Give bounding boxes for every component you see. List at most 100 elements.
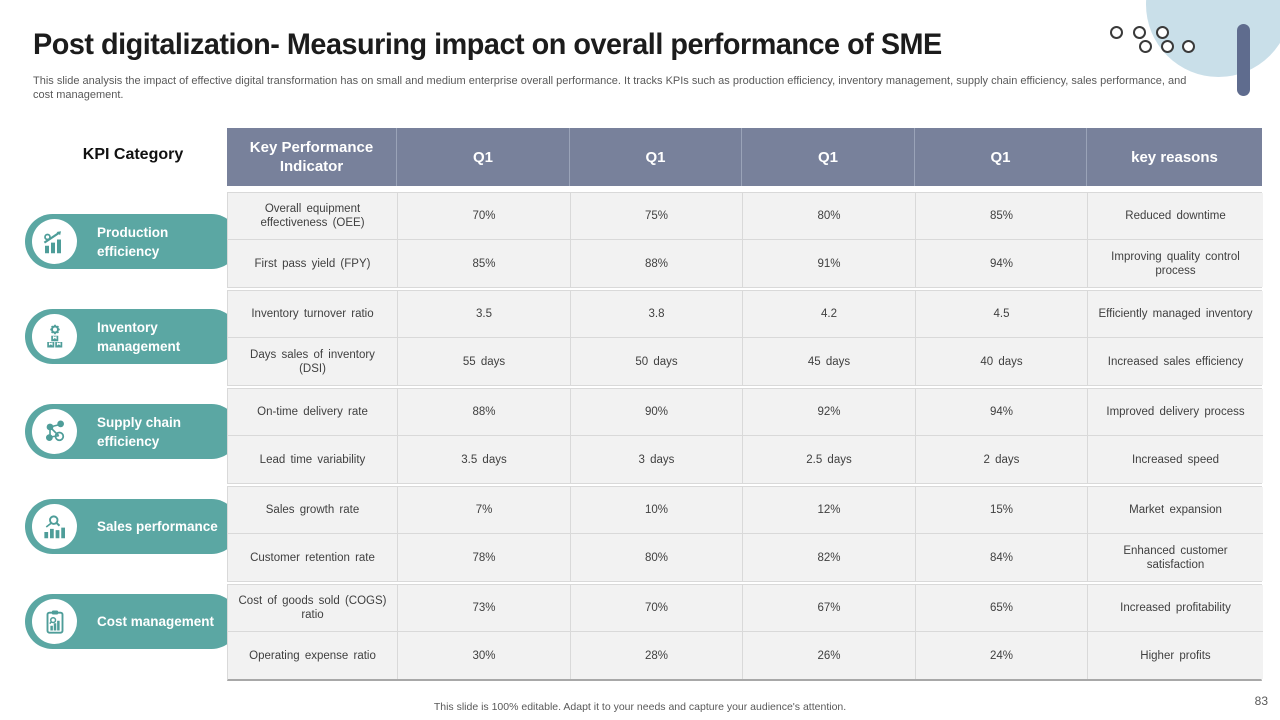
value-cell: 45 days xyxy=(743,338,916,385)
reason-cell: Enhanced customer satisfaction xyxy=(1088,534,1263,581)
page-number: 83 xyxy=(1254,694,1268,708)
value-cell: 94% xyxy=(916,240,1088,287)
value-cell: 50 days xyxy=(571,338,743,385)
column-header: Q1 xyxy=(397,128,570,186)
reason-cell: Higher profits xyxy=(1088,632,1263,679)
category-label: Sales performance xyxy=(97,519,218,534)
category-pill-sales-performance: Sales performance xyxy=(25,499,239,554)
value-cell: 30% xyxy=(398,632,571,679)
table-group-supply-chain-efficiency: On-time delivery rate 88% 90% 92% 94% Im… xyxy=(227,388,1263,484)
category-label: Cost management xyxy=(97,614,215,629)
decorative-dot xyxy=(1110,26,1123,39)
value-cell: 55 days xyxy=(398,338,571,385)
value-cell: 3.8 xyxy=(571,291,743,338)
value-cell: 3 days xyxy=(571,436,743,483)
reason-cell: Increased sales efficiency xyxy=(1088,338,1263,385)
value-cell: 82% xyxy=(743,534,916,581)
value-cell: 3.5 days xyxy=(398,436,571,483)
kpi-indicator-cell: Sales growth rate xyxy=(228,487,398,534)
value-cell: 90% xyxy=(571,389,743,436)
category-pill-cost-management: Cost management xyxy=(25,594,239,649)
kpi-indicator-cell: Inventory turnover ratio xyxy=(228,291,398,338)
value-cell: 24% xyxy=(916,632,1088,679)
value-cell: 40 days xyxy=(916,338,1088,385)
value-cell: 94% xyxy=(916,389,1088,436)
kpi-indicator-cell: Customer retention rate xyxy=(228,534,398,581)
category-label: Inventory management xyxy=(97,319,181,354)
value-cell: 26% xyxy=(743,632,916,679)
kpi-indicator-cell: First pass yield (FPY) xyxy=(228,240,398,287)
value-cell: 10% xyxy=(571,487,743,534)
clipboard-chart-icon xyxy=(32,599,77,644)
value-cell: 2.5 days xyxy=(743,436,916,483)
value-cell: 65% xyxy=(916,585,1088,632)
kpi-indicator-cell: Lead time variability xyxy=(228,436,398,483)
value-cell: 91% xyxy=(743,240,916,287)
value-cell: 73% xyxy=(398,585,571,632)
category-pill-production-efficiency: Production efficiency xyxy=(25,214,239,269)
decorative-bar xyxy=(1237,24,1250,96)
kpi-indicator-cell: Operating expense ratio xyxy=(228,632,398,679)
table-group-cost-management: Cost of goods sold (COGS) ratio 73% 70% … xyxy=(227,584,1263,681)
decorative-dot xyxy=(1156,26,1169,39)
growth-chart-icon xyxy=(32,219,77,264)
column-header: key reasons xyxy=(1131,148,1218,166)
value-cell: 2 days xyxy=(916,436,1088,483)
kpi-indicator-cell: Overall equipment effectiveness (OEE) xyxy=(228,193,398,240)
kpi-indicator-cell: On-time delivery rate xyxy=(228,389,398,436)
table-group-production-efficiency: Overall equipment effectiveness (OEE) 70… xyxy=(227,192,1263,288)
slide-title: Post digitalization- Measuring impact on… xyxy=(33,28,942,61)
table-group-inventory-management: Inventory turnover ratio 3.5 3.8 4.2 4.5… xyxy=(227,290,1263,386)
reason-cell: Increased profitability xyxy=(1088,585,1263,632)
gear-boxes-icon xyxy=(32,314,77,359)
reason-cell: Efficiently managed inventory xyxy=(1088,291,1263,338)
value-cell: 70% xyxy=(571,585,743,632)
reason-cell: Market expansion xyxy=(1088,487,1263,534)
network-icon xyxy=(32,409,77,454)
chart-magnifier-icon xyxy=(32,504,77,549)
decorative-dot xyxy=(1161,40,1174,53)
slide-subtitle: This slide analysis the impact of effect… xyxy=(33,75,1187,101)
reason-cell: Reduced downtime xyxy=(1088,193,1263,240)
value-cell: 78% xyxy=(398,534,571,581)
value-cell: 12% xyxy=(743,487,916,534)
value-cell: 88% xyxy=(571,240,743,287)
value-cell: 7% xyxy=(398,487,571,534)
kpi-table: Key Performance Indicator Q1 Q1 Q1 Q1 ke… xyxy=(227,128,1263,683)
category-label: Supply chain efficiency xyxy=(97,414,182,449)
value-cell: 4.5 xyxy=(916,291,1088,338)
footer-note: This slide is 100% editable. Adapt it to… xyxy=(433,701,847,713)
column-header: Q1 xyxy=(915,128,1087,186)
value-cell: 4.2 xyxy=(743,291,916,338)
decorative-dot xyxy=(1139,40,1152,53)
value-cell: 85% xyxy=(916,193,1088,240)
value-cell: 75% xyxy=(571,193,743,240)
kpi-category-heading: KPI Category xyxy=(82,146,184,163)
value-cell: 3.5 xyxy=(398,291,571,338)
category-pill-inventory-management: Inventory management xyxy=(25,309,239,364)
value-cell: 80% xyxy=(743,193,916,240)
decorative-circle xyxy=(1146,0,1280,77)
value-cell: 28% xyxy=(571,632,743,679)
kpi-indicator-cell: Cost of goods sold (COGS) ratio xyxy=(228,585,398,632)
value-cell: 85% xyxy=(398,240,571,287)
value-cell: 92% xyxy=(743,389,916,436)
value-cell: 67% xyxy=(743,585,916,632)
decorative-dot xyxy=(1133,26,1146,39)
kpi-indicator-cell: Days sales of inventory (DSI) xyxy=(228,338,398,385)
value-cell: 80% xyxy=(571,534,743,581)
column-header: Key Performance Indicator xyxy=(227,128,397,186)
reason-cell: Improved delivery process xyxy=(1088,389,1263,436)
column-header: Q1 xyxy=(570,128,742,186)
value-cell: 70% xyxy=(398,193,571,240)
value-cell: 88% xyxy=(398,389,571,436)
category-label: Production efficiency xyxy=(97,224,169,259)
value-cell: 15% xyxy=(916,487,1088,534)
reason-cell: Improving quality control process xyxy=(1088,240,1263,287)
reason-cell: Increased speed xyxy=(1088,436,1263,483)
table-group-sales-performance: Sales growth rate 7% 10% 12% 15% Market … xyxy=(227,486,1263,582)
column-header: Q1 xyxy=(742,128,915,186)
value-cell: 84% xyxy=(916,534,1088,581)
category-pill-supply-chain-efficiency: Supply chain efficiency xyxy=(25,404,239,459)
